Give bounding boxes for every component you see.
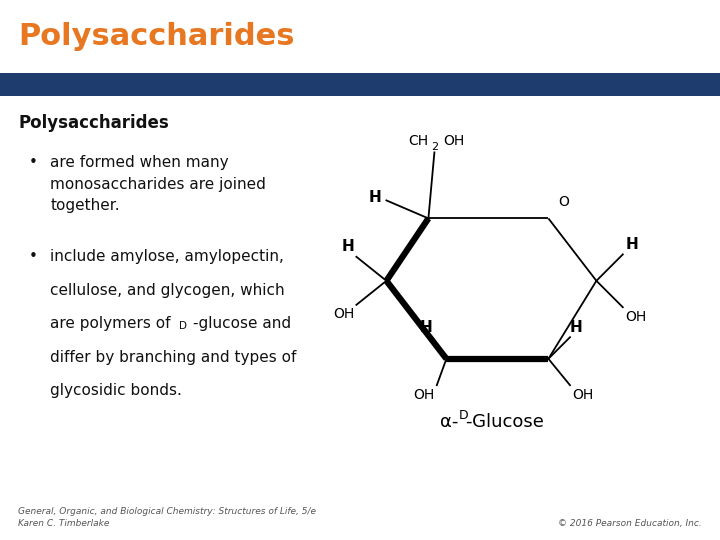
- Text: H: H: [419, 320, 432, 335]
- Text: differ by branching and types of: differ by branching and types of: [50, 350, 297, 365]
- Text: Polysaccharides: Polysaccharides: [18, 114, 168, 132]
- Text: © 2016 Pearson Education, Inc.: © 2016 Pearson Education, Inc.: [558, 519, 702, 528]
- Text: -glucose and: -glucose and: [193, 316, 291, 332]
- Text: OH: OH: [413, 388, 434, 402]
- Text: H: H: [369, 191, 382, 206]
- Text: O: O: [558, 195, 569, 209]
- Text: are formed when many
monosaccharides are joined
together.: are formed when many monosaccharides are…: [50, 155, 266, 213]
- Text: H: H: [625, 237, 638, 252]
- Text: 2: 2: [431, 143, 438, 152]
- Text: D: D: [459, 409, 468, 422]
- Text: glycosidic bonds.: glycosidic bonds.: [50, 383, 182, 399]
- Text: CH: CH: [408, 133, 428, 147]
- Text: H: H: [341, 239, 354, 254]
- Text: General, Organic, and Biological Chemistry: Structures of Life, 5/e
Karen C. Tim: General, Organic, and Biological Chemist…: [18, 507, 316, 528]
- Text: D: D: [179, 321, 186, 331]
- Text: Polysaccharides: Polysaccharides: [18, 22, 294, 51]
- Text: •: •: [29, 249, 37, 265]
- Text: -Glucose: -Glucose: [466, 413, 544, 431]
- Text: H: H: [570, 320, 582, 335]
- Text: OH: OH: [443, 133, 464, 147]
- Text: include amylose, amylopectin,: include amylose, amylopectin,: [50, 249, 284, 265]
- Text: cellulose, and glycogen, which: cellulose, and glycogen, which: [50, 283, 285, 298]
- Text: OH: OH: [333, 307, 354, 321]
- FancyBboxPatch shape: [0, 73, 720, 96]
- Text: OH: OH: [572, 388, 594, 402]
- Text: are polymers of: are polymers of: [50, 316, 176, 332]
- Text: OH: OH: [625, 309, 647, 323]
- Text: •: •: [29, 155, 37, 170]
- Text: α-: α-: [440, 413, 459, 431]
